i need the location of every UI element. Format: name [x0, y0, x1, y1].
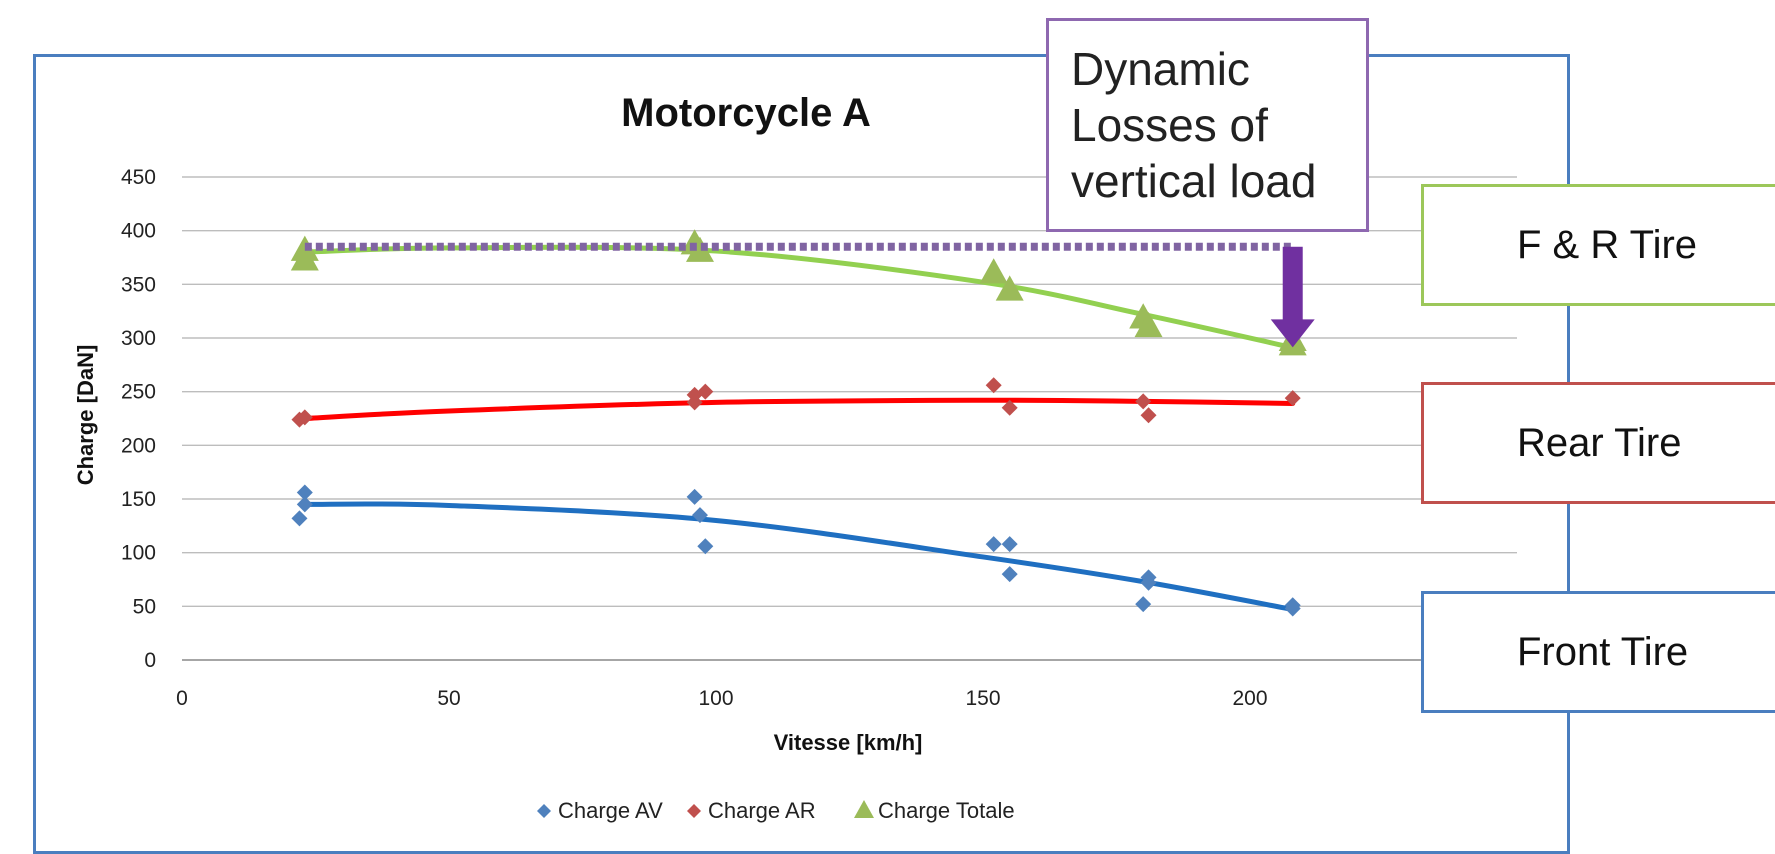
- rear-tire-label: Rear Tire: [1517, 420, 1682, 465]
- y-tick-label: 0: [144, 649, 156, 672]
- point-charge-av: [1140, 574, 1157, 591]
- trendlines: [302, 244, 1296, 613]
- y-tick-label: 300: [121, 327, 156, 350]
- legend-marker-charge-ar: [687, 804, 701, 818]
- y-tick-label: 150: [121, 488, 156, 511]
- trendline-charge-av: [302, 501, 1296, 613]
- fr-tire-label: F & R Tire: [1517, 222, 1698, 267]
- point-charge-totale: [979, 258, 1008, 284]
- point-charge-av: [691, 507, 708, 524]
- dynamic-losses-callout: Dynamic Losses of vertical load: [1046, 18, 1369, 232]
- rear-tire-box: Rear Tire: [1421, 382, 1775, 504]
- y-tick-label: 400: [121, 220, 156, 243]
- x-tick-label: 0: [176, 687, 188, 710]
- x-tick-label: 150: [965, 687, 1000, 710]
- data-points: [290, 229, 1307, 617]
- point-charge-ar: [296, 409, 313, 426]
- legend: Charge AV Charge AR Charge Totale: [537, 798, 1015, 823]
- point-charge-ar: [985, 377, 1002, 394]
- x-tick-labels: 0 50 100 150 200: [176, 687, 1267, 710]
- point-charge-av: [697, 538, 714, 555]
- point-charge-av: [985, 536, 1002, 553]
- point-charge-av: [1001, 566, 1018, 583]
- y-tick-label: 250: [121, 381, 156, 404]
- point-charge-av: [1135, 596, 1152, 613]
- arrow-down-icon: [1270, 319, 1315, 348]
- callout-line-2: Losses of: [1071, 99, 1268, 151]
- x-tick-label: 100: [698, 687, 733, 710]
- point-charge-ar: [1001, 399, 1018, 416]
- point-charge-av: [686, 488, 703, 505]
- x-tick-label: 50: [437, 687, 460, 710]
- x-tick-label: 200: [1232, 687, 1267, 710]
- chart-title: Motorcycle A: [621, 91, 871, 135]
- front-tire-box: Front Tire: [1421, 591, 1775, 713]
- y-tick-label: 200: [121, 434, 156, 457]
- front-tire-label: Front Tire: [1517, 629, 1689, 674]
- y-tick-label: 350: [121, 273, 156, 296]
- annotations: [304, 242, 1315, 348]
- y-axis-label: Charge [DaN]: [73, 345, 98, 486]
- legend-marker-charge-av: [537, 804, 551, 818]
- point-charge-ar: [697, 383, 714, 400]
- x-axis-label: Vitesse [km/h]: [774, 730, 923, 755]
- fr-tire-box: F & R Tire: [1421, 184, 1775, 306]
- y-tick-label: 50: [133, 595, 156, 618]
- legend-marker-charge-totale: [854, 800, 874, 818]
- point-charge-totale: [995, 275, 1024, 301]
- legend-label-charge-totale: Charge Totale: [878, 798, 1015, 823]
- point-charge-av: [1001, 536, 1018, 553]
- callout-line-3: vertical load: [1071, 155, 1317, 207]
- point-charge-av: [296, 484, 313, 501]
- point-charge-ar: [1135, 393, 1152, 410]
- point-charge-av: [291, 510, 308, 527]
- y-tick-label: 100: [121, 542, 156, 565]
- point-charge-totale: [290, 245, 319, 271]
- arrow-shaft: [1282, 246, 1303, 322]
- callout-line-1: Dynamic: [1071, 43, 1250, 95]
- point-charge-ar: [1284, 390, 1301, 407]
- point-charge-totale: [685, 236, 714, 262]
- legend-label-charge-ar: Charge AR: [708, 798, 816, 823]
- point-charge-av: [296, 496, 313, 513]
- point-charge-ar: [686, 394, 703, 411]
- y-tick-label: 450: [121, 166, 156, 189]
- point-charge-ar: [1140, 407, 1157, 424]
- y-tick-labels: 0 50 100 150 200 250 300 350 400 450: [121, 166, 156, 672]
- point-charge-av: [1284, 600, 1301, 617]
- point-charge-totale: [1134, 311, 1163, 338]
- legend-label-charge-av: Charge AV: [558, 798, 663, 823]
